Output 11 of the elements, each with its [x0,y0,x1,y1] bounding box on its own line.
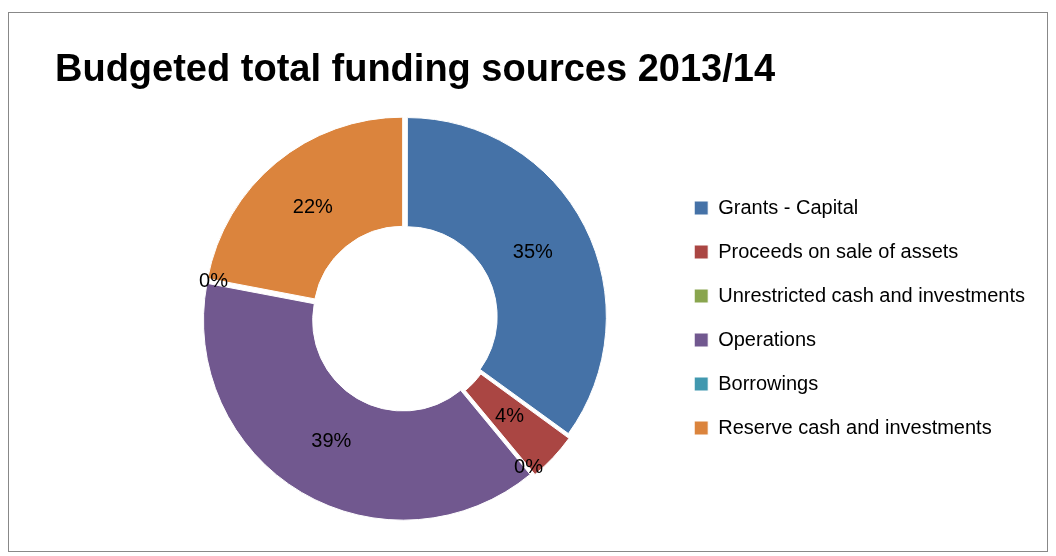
data-label: 35% [512,240,554,263]
data-label: 22% [292,194,334,217]
legend-label: Borrowings [718,371,819,394]
legend-label: Proceeds on sale of assets [718,239,959,262]
legend-label: Reserve cash and investments [718,415,992,438]
legend-label: Unrestricted cash and investments [718,283,1026,306]
data-label: 4% [495,404,525,427]
legend-label: Grants - Capital [718,195,859,218]
legend-label: Operations [718,327,817,350]
chart-title: Budgeted total funding sources 2013/14 [55,47,776,90]
data-label: 39% [311,429,352,452]
